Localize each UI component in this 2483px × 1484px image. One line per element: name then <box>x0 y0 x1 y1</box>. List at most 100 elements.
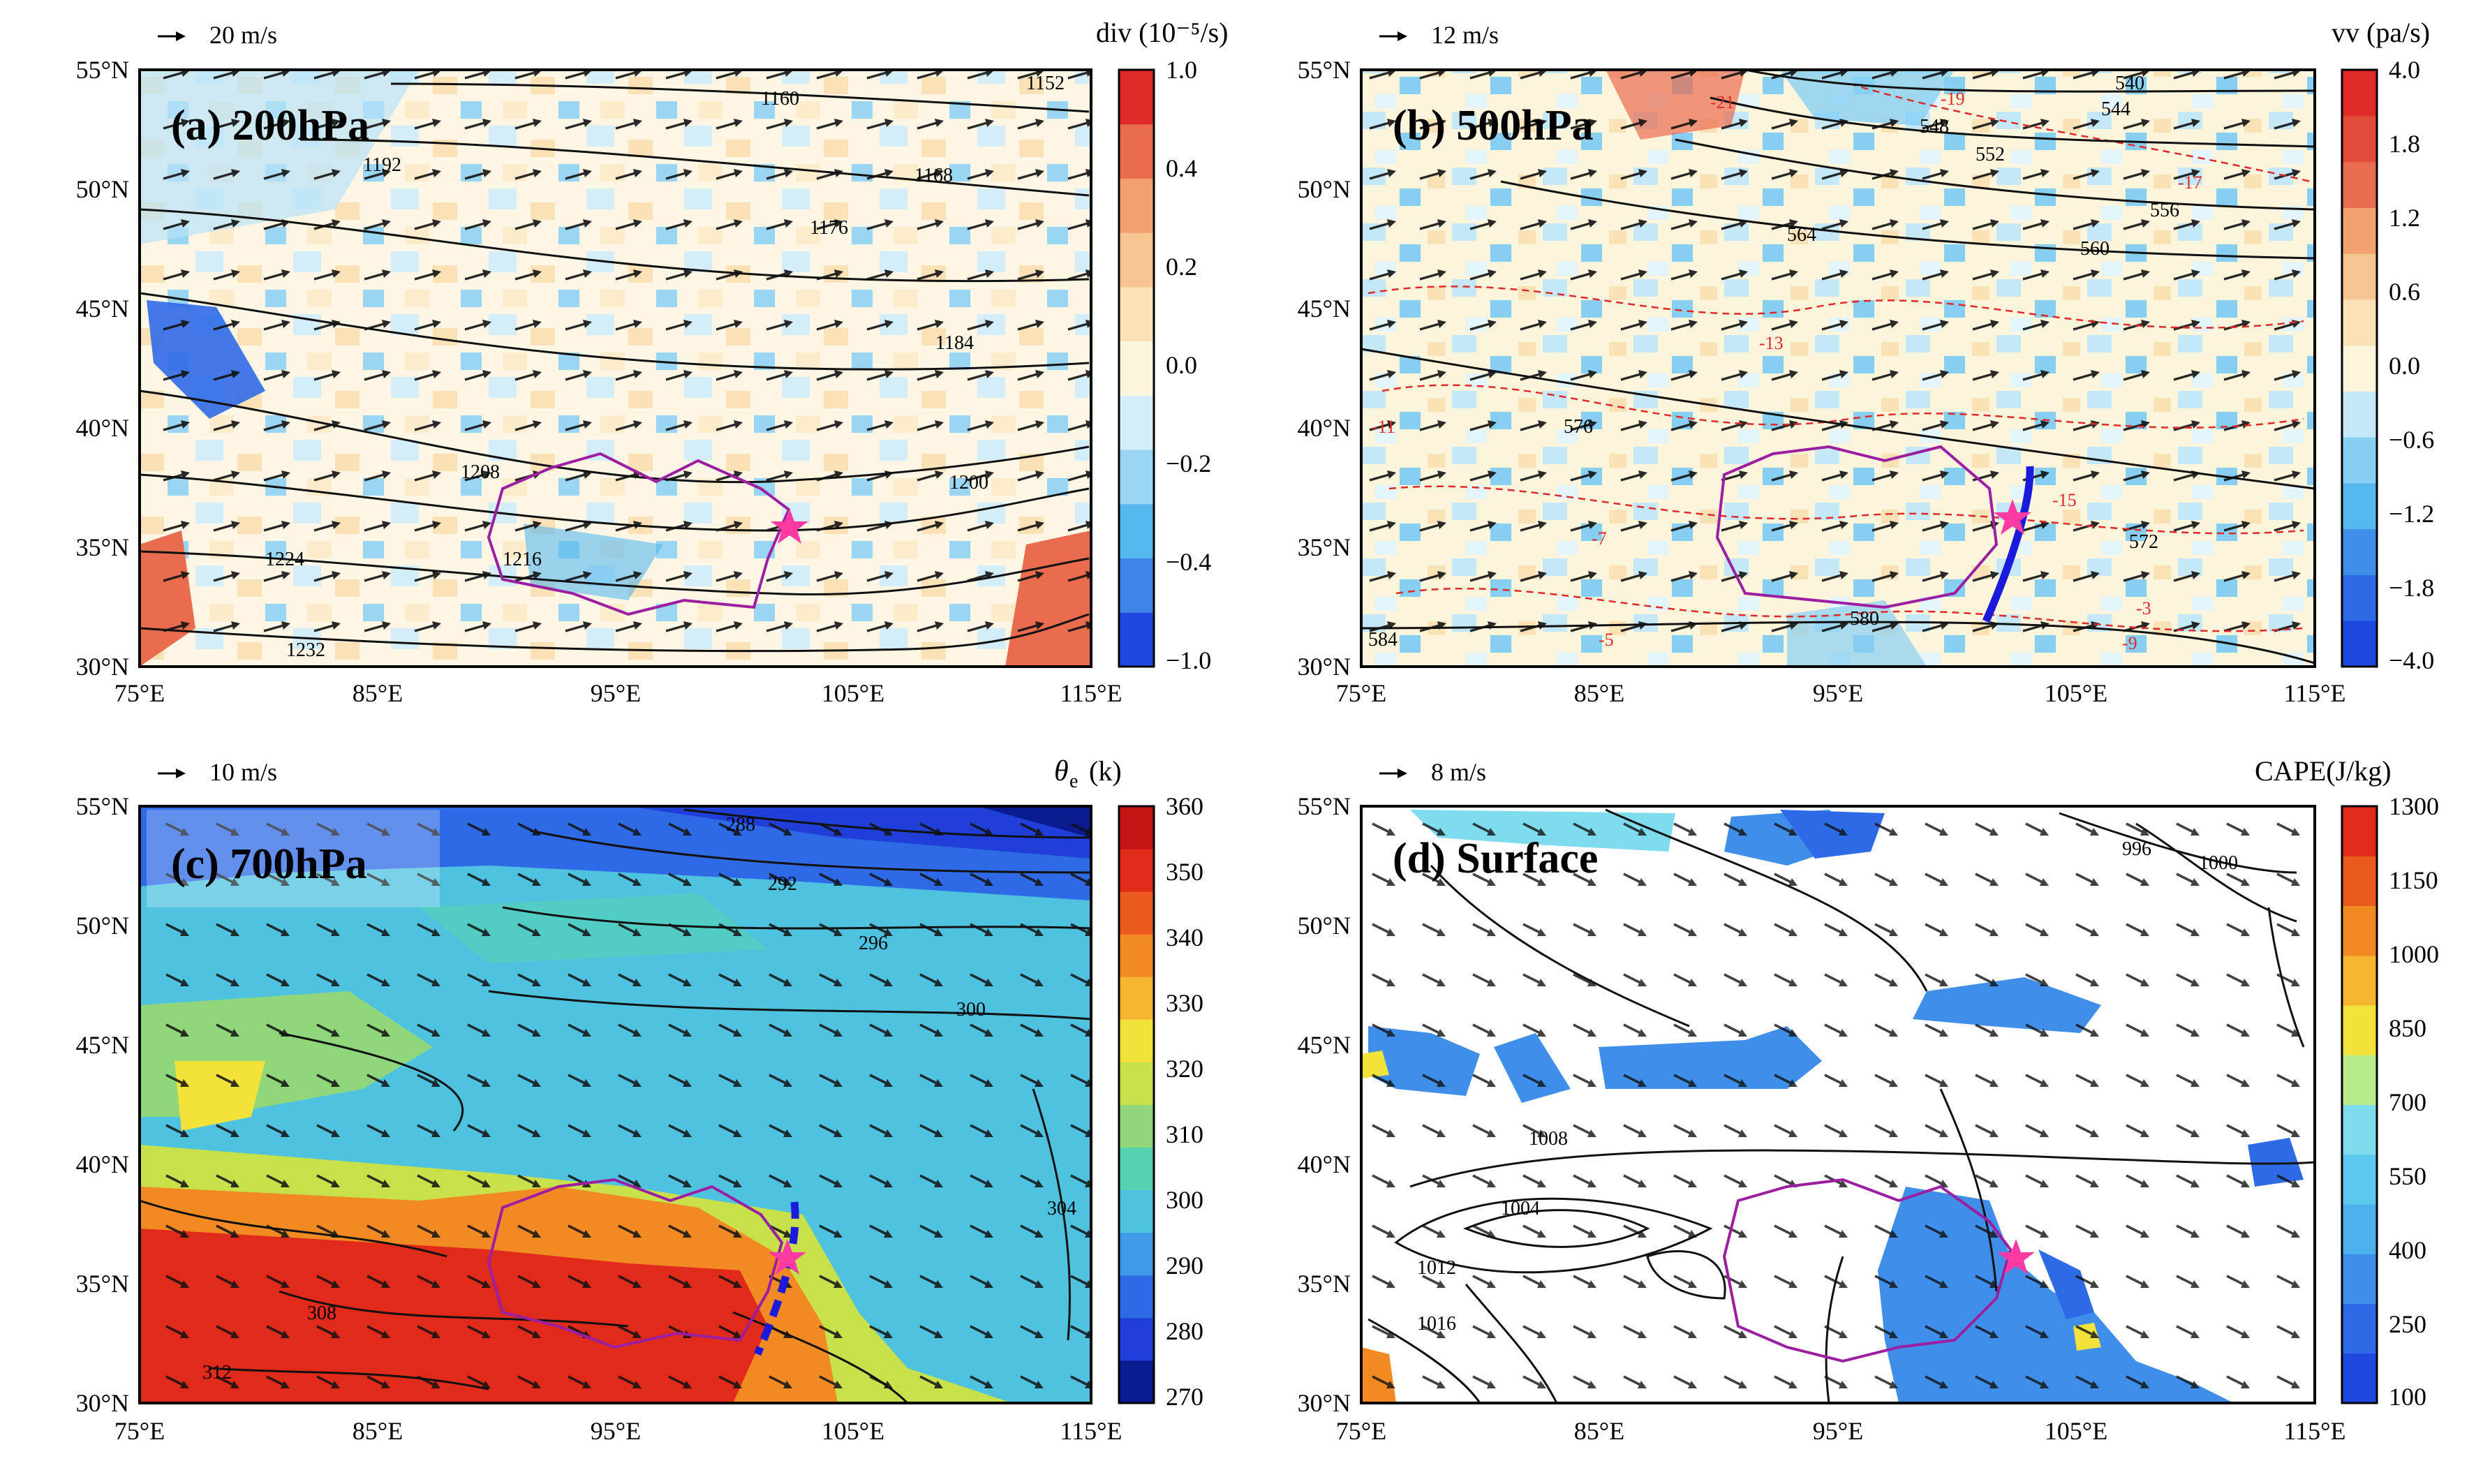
svg-text:55°N: 55°N <box>76 56 129 84</box>
panel-d-reference-vector: 8 m/s <box>1379 758 1486 786</box>
svg-text:0.0: 0.0 <box>2389 352 2420 380</box>
colorbar-segment <box>1119 286 1154 342</box>
svg-text:360: 360 <box>1166 792 1203 820</box>
svg-text:270: 270 <box>1166 1383 1203 1411</box>
svg-text:544: 544 <box>2101 98 2130 120</box>
svg-text:1200: 1200 <box>949 472 988 494</box>
panel-a-frame <box>138 68 1092 668</box>
svg-text:85°E: 85°E <box>353 679 403 707</box>
svg-text:1.2: 1.2 <box>2389 204 2420 232</box>
panel-a-colorbar-label: div (10⁻⁵/s) <box>1096 17 1229 48</box>
svg-text:330: 330 <box>1166 989 1203 1017</box>
svg-text:540: 540 <box>2115 73 2144 94</box>
svg-text:−4.0: −4.0 <box>2389 646 2434 674</box>
colorbar-segment <box>1119 450 1154 505</box>
svg-text:340: 340 <box>1166 923 1203 951</box>
panel-d-yticks: 55°N 50°N 45°N 40°N 35°N 30°N <box>1298 792 1351 1417</box>
svg-text:308: 308 <box>307 1303 336 1324</box>
panel-b-colorbar <box>2341 68 2378 668</box>
svg-text:996: 996 <box>2122 838 2151 860</box>
svg-text:50°N: 50°N <box>1298 175 1351 203</box>
colorbar-segment <box>1119 806 1154 849</box>
panel-c-colorbar <box>1118 805 1155 1404</box>
svg-text:-19: -19 <box>1941 89 1965 109</box>
svg-text:300: 300 <box>1166 1186 1203 1214</box>
svg-text:30°N: 30°N <box>76 1389 129 1417</box>
svg-text:1000: 1000 <box>2199 852 2238 874</box>
svg-text:115°E: 115°E <box>1060 679 1122 707</box>
svg-text:20 m/s: 20 m/s <box>209 21 277 49</box>
svg-text:1192: 1192 <box>363 154 401 176</box>
svg-text:1232: 1232 <box>286 639 325 661</box>
colorbar-segment <box>1119 891 1154 935</box>
colorbar-segment <box>1119 1189 1154 1233</box>
panel-b-colorbar-ticks: 4.0 1.8 1.2 0.6 0.0 −0.6 −1.2 −1.8 −4.0 <box>2389 56 2434 674</box>
svg-text:572: 572 <box>2129 531 2158 553</box>
panel-b-shear-line <box>1982 466 2034 623</box>
svg-text:30°N: 30°N <box>76 653 129 681</box>
svg-text:584: 584 <box>1368 629 1398 651</box>
svg-text:1.0: 1.0 <box>1166 56 1197 84</box>
svg-text:1208: 1208 <box>461 461 500 483</box>
svg-text:105°E: 105°E <box>2045 679 2107 707</box>
panel-a-contour-labels: 1152 1160 1168 1176 1184 1192 1200 1208 … <box>265 73 1065 661</box>
svg-text:548: 548 <box>1920 116 1949 138</box>
svg-text:1016: 1016 <box>1417 1313 1456 1335</box>
colorbar-segment <box>1119 977 1154 1020</box>
panel-c-reference-vector: 10 m/s <box>158 758 277 786</box>
svg-text:−1.0: −1.0 <box>1166 646 1211 674</box>
colorbar-segment <box>2342 1055 2377 1105</box>
panel-c-wind-vectors <box>140 806 1091 1403</box>
colorbar-segment <box>2342 391 2377 438</box>
colorbar-segment <box>1119 1317 1154 1361</box>
colorbar-segment <box>1119 612 1154 667</box>
svg-text:296: 296 <box>859 933 888 954</box>
colorbar-segment <box>2342 299 2377 346</box>
svg-text:115°E: 115°E <box>1060 1417 1122 1445</box>
panel-a-colorbar-ticks: 1.0 0.4 0.2 0.0 −0.2 −0.4 −1.0 <box>1166 56 1211 674</box>
colorbar-segment <box>1119 1360 1154 1404</box>
colorbar-segment <box>2342 437 2377 484</box>
svg-text:576: 576 <box>1564 416 1593 438</box>
colorbar-segment <box>2342 806 2377 856</box>
svg-text:320: 320 <box>1166 1055 1203 1083</box>
colorbar-segment <box>1119 503 1154 559</box>
panel-a-geopotential-contours <box>139 82 1090 653</box>
panel-b-contour-labels: 540 544 548 552 556 560 564 572 576 580 … <box>1368 73 2179 651</box>
svg-text:30°N: 30°N <box>1298 653 1351 681</box>
svg-text:850: 850 <box>2389 1014 2426 1042</box>
svg-text:1.8: 1.8 <box>2389 130 2420 158</box>
svg-text:-7: -7 <box>1592 528 1607 549</box>
svg-text:1300: 1300 <box>2389 792 2439 820</box>
svg-text:-5: -5 <box>1599 630 1614 650</box>
colorbar-segment <box>2342 1353 2377 1404</box>
svg-text:552: 552 <box>1976 144 2005 165</box>
panel-d-wind-vectors <box>1361 806 2315 1403</box>
colorbar-segment <box>2342 482 2377 530</box>
colorbar-frame <box>2341 68 2378 668</box>
svg-text:85°E: 85°E <box>1574 1417 1624 1445</box>
svg-text:95°E: 95°E <box>591 1417 641 1445</box>
svg-text:45°N: 45°N <box>1298 295 1351 322</box>
colorbar-segment <box>1119 70 1154 125</box>
svg-text:250: 250 <box>2389 1310 2426 1338</box>
svg-text:580: 580 <box>1850 608 1879 630</box>
colorbar-segment <box>2342 70 2377 117</box>
svg-text:75°E: 75°E <box>114 679 165 707</box>
svg-text:105°E: 105°E <box>2045 1417 2107 1445</box>
panel-b-geopotential-contours <box>1361 68 2315 665</box>
svg-text:55°N: 55°N <box>76 792 129 820</box>
panel-d-xticks: 75°E 85°E 95°E 105°E 115°E <box>1336 1417 2346 1445</box>
svg-text:85°E: 85°E <box>353 1417 403 1445</box>
svg-text:1004: 1004 <box>1501 1198 1540 1219</box>
colorbar-segment <box>1119 1104 1154 1148</box>
svg-text:12 m/s: 12 m/s <box>1431 21 1499 49</box>
colorbar-segment <box>1119 934 1154 977</box>
svg-text:115°E: 115°E <box>2283 1417 2345 1445</box>
colorbar-segment <box>1119 1019 1154 1062</box>
svg-text:-17: -17 <box>2178 172 2202 193</box>
svg-text:50°N: 50°N <box>1298 912 1351 940</box>
svg-text:−0.4: −0.4 <box>1166 548 1211 576</box>
svg-text:40°N: 40°N <box>76 414 129 442</box>
